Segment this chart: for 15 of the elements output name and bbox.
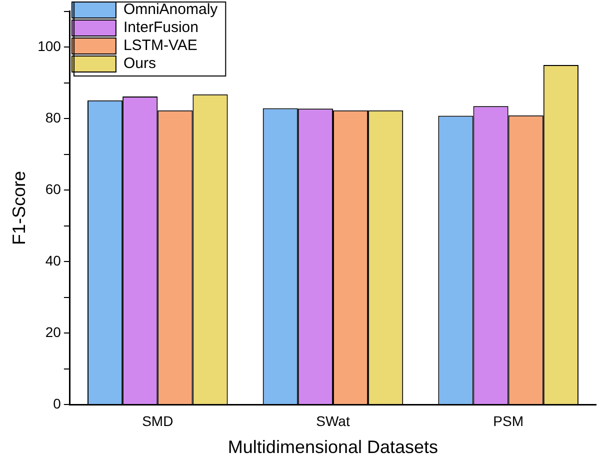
y-axis-title: F1-Score xyxy=(8,170,29,246)
y-tick-label: 0 xyxy=(53,395,62,412)
x-tick-label: SMD xyxy=(142,412,174,429)
y-tick-label: 20 xyxy=(45,324,62,340)
x-tick-label: PSM xyxy=(493,412,524,429)
x-tick-label: SWat xyxy=(316,412,350,429)
legend-label: LSTM-VAE xyxy=(123,37,198,54)
y-tick-label: 60 xyxy=(45,180,62,197)
legend-label: OmniAnomaly xyxy=(123,1,218,18)
legend-label: InterFusion xyxy=(123,19,199,36)
y-tick-label: 80 xyxy=(45,109,62,126)
y-tick-label: 40 xyxy=(45,252,62,268)
legend-label: Ours xyxy=(123,55,156,72)
y-tick-label: 100 xyxy=(38,38,62,54)
x-axis-title: Multidimensional Datasets xyxy=(228,437,438,458)
